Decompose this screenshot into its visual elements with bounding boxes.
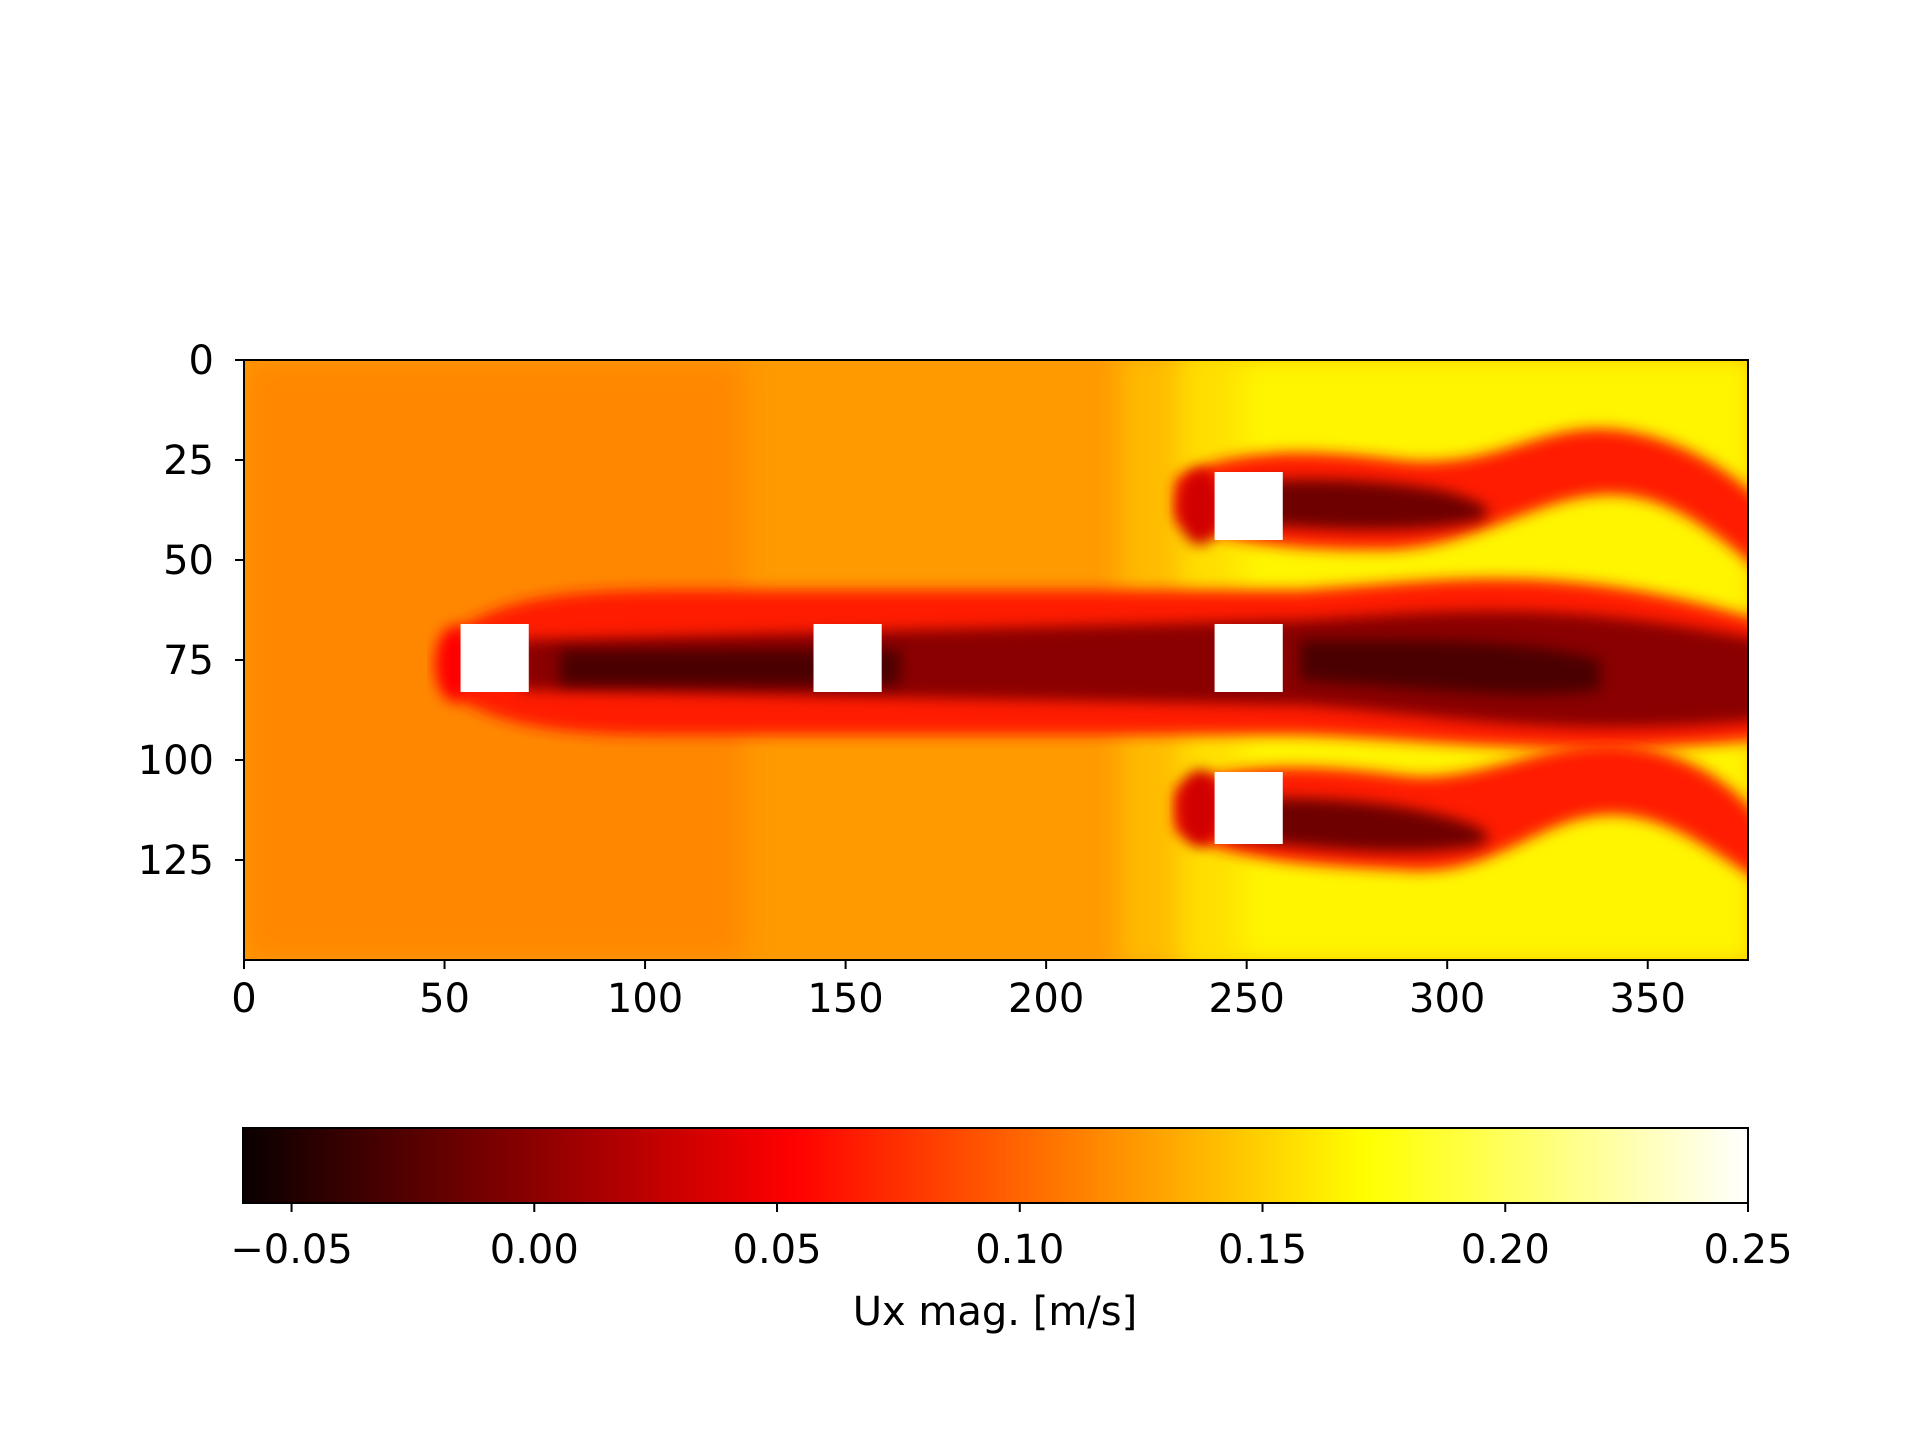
colorbar-label: Ux mag. [m/s] [853,1289,1137,1335]
wake-upper-inner [1230,479,1488,530]
wake-lower-inner [1230,798,1488,852]
x-tick-label: 150 [807,976,883,1022]
y-tick-label: 100 [138,738,214,784]
y-axis: 0 25 50 75 100 125 [138,338,244,884]
y-tick-label: 25 [163,438,214,484]
x-tick-label: 100 [607,976,683,1022]
obstacle-5 [1214,772,1283,844]
y-tick-label: 75 [163,638,214,684]
colorbar-tick-label: 0.20 [1461,1227,1550,1273]
obstacle-2 [813,624,882,692]
colorbar-tick-label: 0.10 [975,1227,1064,1273]
heatmap-field [244,360,1748,960]
colorbar-tick-label: 0.05 [733,1227,822,1273]
obstacle-3 [1214,472,1283,540]
obstacle-4 [1214,624,1283,692]
heatmap-plot: 0 50 100 150 200 250 300 350 0 25 50 75 100 125 [138,338,1749,1022]
x-tick-label: 250 [1208,976,1284,1022]
x-tick-label: 50 [419,976,470,1022]
halo-obstacle-3 [1178,469,1222,545]
x-tick-label: 0 [231,976,256,1022]
colorbar-tick-label: −0.05 [230,1227,353,1273]
y-tick-label: 125 [138,838,214,884]
y-tick-label: 0 [189,338,214,384]
obstacle-1 [460,624,529,692]
colorbar-tick-label: 0.25 [1703,1227,1792,1273]
x-tick-label: 300 [1409,976,1485,1022]
x-axis: 0 50 100 150 200 250 300 350 [231,960,1686,1022]
colorbar-gradient [242,1127,1749,1204]
colorbar-ticks: −0.05 0.00 0.05 0.10 0.15 0.20 0.25 [230,1203,1793,1273]
halo-obstacle-5 [1178,770,1222,846]
obstacles [460,472,1283,844]
x-tick-label: 350 [1610,976,1686,1022]
x-tick-label: 200 [1008,976,1084,1022]
y-tick-label: 50 [163,538,214,584]
colorbar-tick-label: 0.15 [1218,1227,1307,1273]
colorbar-tick-label: 0.00 [490,1227,579,1273]
colorbar: −0.05 0.00 0.05 0.10 0.15 0.20 0.25 Ux mag. [m… [230,1127,1793,1335]
